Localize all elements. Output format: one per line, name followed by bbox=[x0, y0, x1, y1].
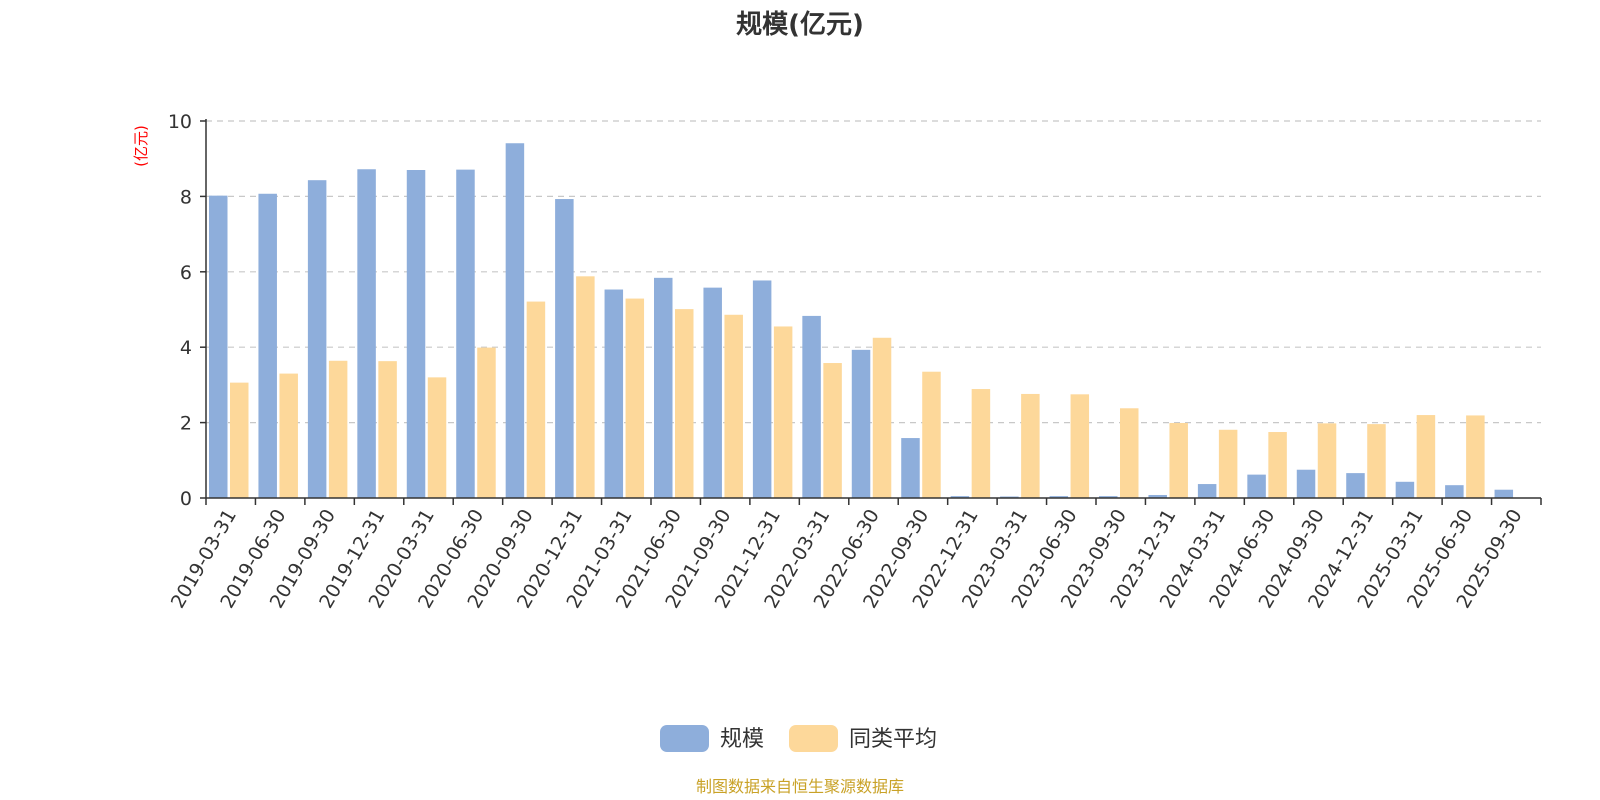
bar-scale bbox=[802, 315, 821, 498]
bar-peer-average bbox=[971, 389, 991, 498]
data-source-note: 制图数据来自恒生聚源数据库 bbox=[696, 777, 904, 796]
bar-peer-average bbox=[328, 360, 348, 498]
y-tick-label: 6 bbox=[180, 262, 192, 284]
bar-scale bbox=[1395, 481, 1415, 498]
bar-scale bbox=[1445, 485, 1464, 498]
y-tick-label: 4 bbox=[180, 337, 192, 359]
bar-scale bbox=[901, 438, 920, 498]
bar-scale bbox=[456, 169, 475, 498]
bar-scale bbox=[258, 193, 277, 499]
y-tick-label: 8 bbox=[180, 186, 192, 208]
y-tick-label: 2 bbox=[180, 413, 192, 435]
y-axis-unit-label: (亿元) bbox=[132, 125, 150, 167]
bar-peer-average bbox=[823, 363, 842, 498]
y-tick-label: 10 bbox=[168, 111, 192, 133]
bar-peer-average bbox=[279, 373, 298, 498]
legend: 规模 同类平均 bbox=[660, 725, 937, 752]
bar-scale bbox=[1296, 469, 1316, 498]
bar-peer-average bbox=[1268, 432, 1287, 498]
bar-scale bbox=[1346, 473, 1365, 498]
legend-label-scale: 规模 bbox=[720, 727, 764, 752]
bar-peer-average bbox=[427, 377, 447, 498]
bar-peer-average bbox=[1416, 415, 1436, 498]
bar-peer-average bbox=[1021, 393, 1040, 498]
bar-scale bbox=[357, 169, 376, 499]
bar-scale bbox=[950, 496, 970, 498]
bar-scale bbox=[1197, 484, 1217, 498]
bar-scale bbox=[851, 349, 871, 498]
bar-scale bbox=[752, 280, 772, 498]
bar-scale bbox=[1099, 496, 1118, 498]
bar-peer-average bbox=[378, 361, 397, 498]
bar-scale bbox=[555, 199, 574, 498]
bar-peer-average bbox=[724, 314, 743, 498]
legend-swatch-peer-average bbox=[789, 725, 838, 752]
bars bbox=[209, 143, 1514, 499]
chart-title: 规模(亿元) bbox=[736, 10, 864, 40]
bar-scale bbox=[703, 287, 722, 498]
bar-peer-average bbox=[477, 347, 496, 498]
bar-peer-average bbox=[1169, 422, 1188, 498]
legend-label-peer-average: 同类平均 bbox=[849, 727, 937, 752]
bar-scale bbox=[1247, 474, 1266, 498]
bar-peer-average bbox=[1120, 408, 1139, 498]
bar-scale bbox=[1000, 496, 1019, 498]
bar-scale bbox=[505, 143, 525, 499]
bar-peer-average bbox=[773, 326, 793, 498]
bar-peer-average bbox=[675, 309, 694, 498]
bar-scale bbox=[209, 195, 228, 498]
bar-peer-average bbox=[1367, 424, 1386, 498]
bar-scale bbox=[406, 170, 426, 498]
y-tick-label: 0 bbox=[180, 488, 192, 510]
bar-peer-average bbox=[922, 371, 941, 498]
bar-scale bbox=[1049, 496, 1069, 498]
bar-scale bbox=[1494, 489, 1514, 498]
bar-peer-average bbox=[1317, 423, 1337, 498]
bar-scale bbox=[604, 289, 624, 498]
bar-peer-average bbox=[1466, 415, 1485, 498]
bar-peer-average bbox=[526, 301, 546, 498]
bar-scale bbox=[654, 277, 673, 498]
bar-peer-average bbox=[1070, 394, 1090, 498]
bar-scale bbox=[1148, 494, 1167, 498]
legend-swatch-scale bbox=[660, 725, 709, 752]
bar-peer-average bbox=[576, 276, 595, 498]
bar-peer-average bbox=[872, 337, 892, 498]
bar-peer-average bbox=[230, 382, 249, 498]
bar-scale bbox=[307, 180, 327, 498]
bar-peer-average bbox=[625, 298, 645, 498]
bar-peer-average bbox=[1218, 429, 1238, 498]
